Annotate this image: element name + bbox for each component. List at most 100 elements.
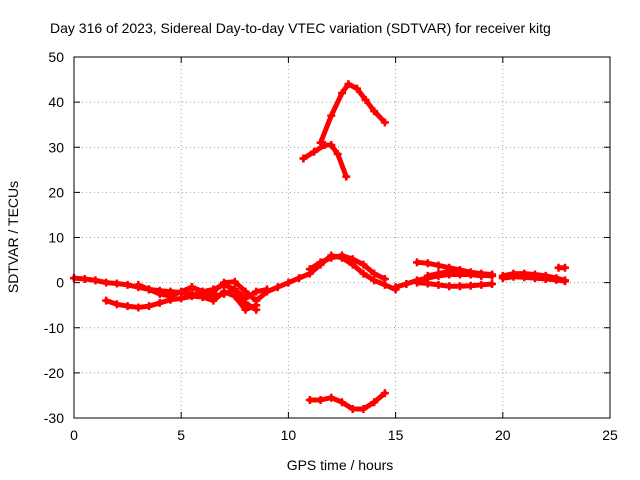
- data-point: [488, 270, 497, 279]
- x-tick-label: 10: [281, 427, 297, 443]
- data-point: [466, 270, 475, 279]
- data-point: [241, 298, 250, 307]
- data-point: [338, 398, 346, 407]
- data-point: [348, 255, 357, 264]
- data-point: [370, 107, 379, 116]
- data-point: [310, 147, 319, 156]
- data-point: [370, 398, 379, 407]
- data-point: [327, 253, 336, 262]
- data-point: [370, 269, 379, 278]
- data-point: [102, 296, 111, 305]
- data-point: [316, 395, 325, 404]
- data-point: [295, 274, 304, 283]
- data-layer: [70, 80, 569, 413]
- data-point: [198, 287, 207, 296]
- series-arc-4: [187, 283, 261, 314]
- data-point: [353, 84, 362, 93]
- data-point: [338, 89, 346, 98]
- series-arc-6: [299, 140, 351, 181]
- data-point: [241, 287, 250, 296]
- data-point: [316, 138, 325, 147]
- data-point: [359, 269, 368, 278]
- data-point: [391, 283, 400, 292]
- data-point: [327, 111, 336, 120]
- data-point: [80, 275, 89, 284]
- data-point: [145, 285, 154, 294]
- series-arc-7: [316, 80, 389, 147]
- data-point: [530, 274, 539, 283]
- data-point: [333, 150, 342, 159]
- data-point: [413, 258, 422, 267]
- data-point: [187, 292, 196, 301]
- series-arc-14: [498, 272, 569, 286]
- data-point: [252, 305, 261, 314]
- data-point: [423, 279, 432, 288]
- data-point: [220, 289, 229, 298]
- series-arc-8: [305, 389, 389, 413]
- data-point: [434, 269, 443, 278]
- data-point: [155, 298, 164, 307]
- data-point: [402, 279, 411, 288]
- data-point: [284, 278, 293, 287]
- x-axis-label: GPS time / hours: [287, 457, 394, 473]
- data-point: [327, 140, 336, 149]
- data-point: [423, 271, 432, 280]
- data-point: [361, 95, 370, 104]
- series-line: [318, 81, 388, 146]
- x-tick-label: 15: [388, 427, 404, 443]
- data-point: [134, 303, 143, 312]
- data-point: [342, 172, 351, 181]
- data-point: [209, 285, 218, 294]
- data-point: [230, 277, 239, 286]
- data-point: [552, 275, 561, 284]
- data-point: [327, 393, 336, 402]
- y-tick-label: -20: [44, 365, 64, 381]
- y-tick-label: 20: [48, 184, 64, 200]
- x-tick-label: 0: [70, 427, 78, 443]
- series-arc-12: [423, 267, 486, 280]
- data-point: [177, 294, 186, 303]
- data-point: [520, 273, 529, 282]
- data-point: [91, 276, 100, 285]
- y-tick-label: 0: [56, 275, 64, 291]
- data-point: [273, 283, 282, 292]
- data-point: [434, 280, 443, 289]
- data-point: [177, 287, 186, 296]
- data-point: [477, 280, 486, 289]
- data-point: [445, 282, 454, 291]
- data-point: [380, 275, 389, 284]
- data-point: [423, 259, 432, 268]
- series-arc-5: [305, 251, 389, 284]
- data-point: [509, 272, 518, 281]
- y-tick-label: 10: [48, 230, 64, 246]
- data-point: [477, 271, 486, 280]
- data-point: [187, 283, 196, 292]
- data-point: [370, 276, 379, 285]
- data-point: [305, 395, 314, 404]
- data-point: [434, 261, 443, 270]
- data-point: [455, 282, 464, 291]
- data-point: [112, 279, 121, 288]
- data-point: [380, 389, 389, 398]
- x-tick-label: 20: [495, 427, 511, 443]
- data-point: [102, 278, 111, 287]
- data-point: [560, 263, 569, 272]
- data-point: [316, 258, 325, 267]
- data-point: [252, 287, 261, 296]
- grid: [74, 57, 610, 418]
- plot-border: [73, 56, 611, 419]
- data-point: [348, 404, 357, 413]
- y-tick-label: 40: [48, 94, 64, 110]
- data-point: [209, 292, 218, 301]
- y-tick-label: 50: [48, 49, 64, 65]
- data-point: [380, 118, 389, 127]
- series-arc-11: [413, 278, 497, 291]
- data-point: [134, 280, 143, 289]
- data-point: [299, 154, 308, 163]
- data-point: [123, 302, 132, 311]
- data-point: [145, 302, 154, 311]
- data-point: [359, 260, 368, 269]
- data-point: [220, 280, 229, 289]
- data-point: [541, 275, 550, 284]
